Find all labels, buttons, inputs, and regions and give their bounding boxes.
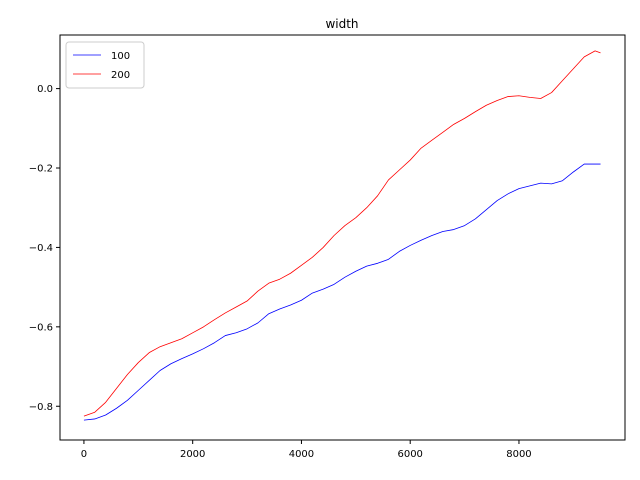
x-tick-label: 2000 <box>180 449 205 460</box>
legend: 100 200 <box>65 41 145 89</box>
x-tick-label: 0 <box>81 449 87 460</box>
series-layer <box>83 50 601 421</box>
x-tick-label: 4000 <box>289 449 314 460</box>
legend-box <box>65 41 145 89</box>
x-axis: 0 2000 4000 6000 8000 <box>81 440 532 460</box>
series-line-100 <box>83 163 601 421</box>
legend-label-100: 100 <box>111 51 130 62</box>
series-line-200 <box>83 50 601 417</box>
x-tick-label: 6000 <box>397 449 422 460</box>
legend-label-200: 200 <box>111 70 130 81</box>
y-tick-label: 0.0 <box>37 84 53 95</box>
y-tick-label: −0.8 <box>29 402 53 413</box>
axes-frame <box>59 34 626 441</box>
y-tick-label: −0.2 <box>29 164 53 175</box>
y-tick-label: −0.6 <box>29 322 53 333</box>
chart-title: width <box>325 17 358 31</box>
y-tick-label: −0.4 <box>29 243 53 254</box>
x-tick-label: 8000 <box>506 449 531 460</box>
y-axis: −0.8 −0.6 −0.4 −0.2 0.0 <box>29 84 60 413</box>
